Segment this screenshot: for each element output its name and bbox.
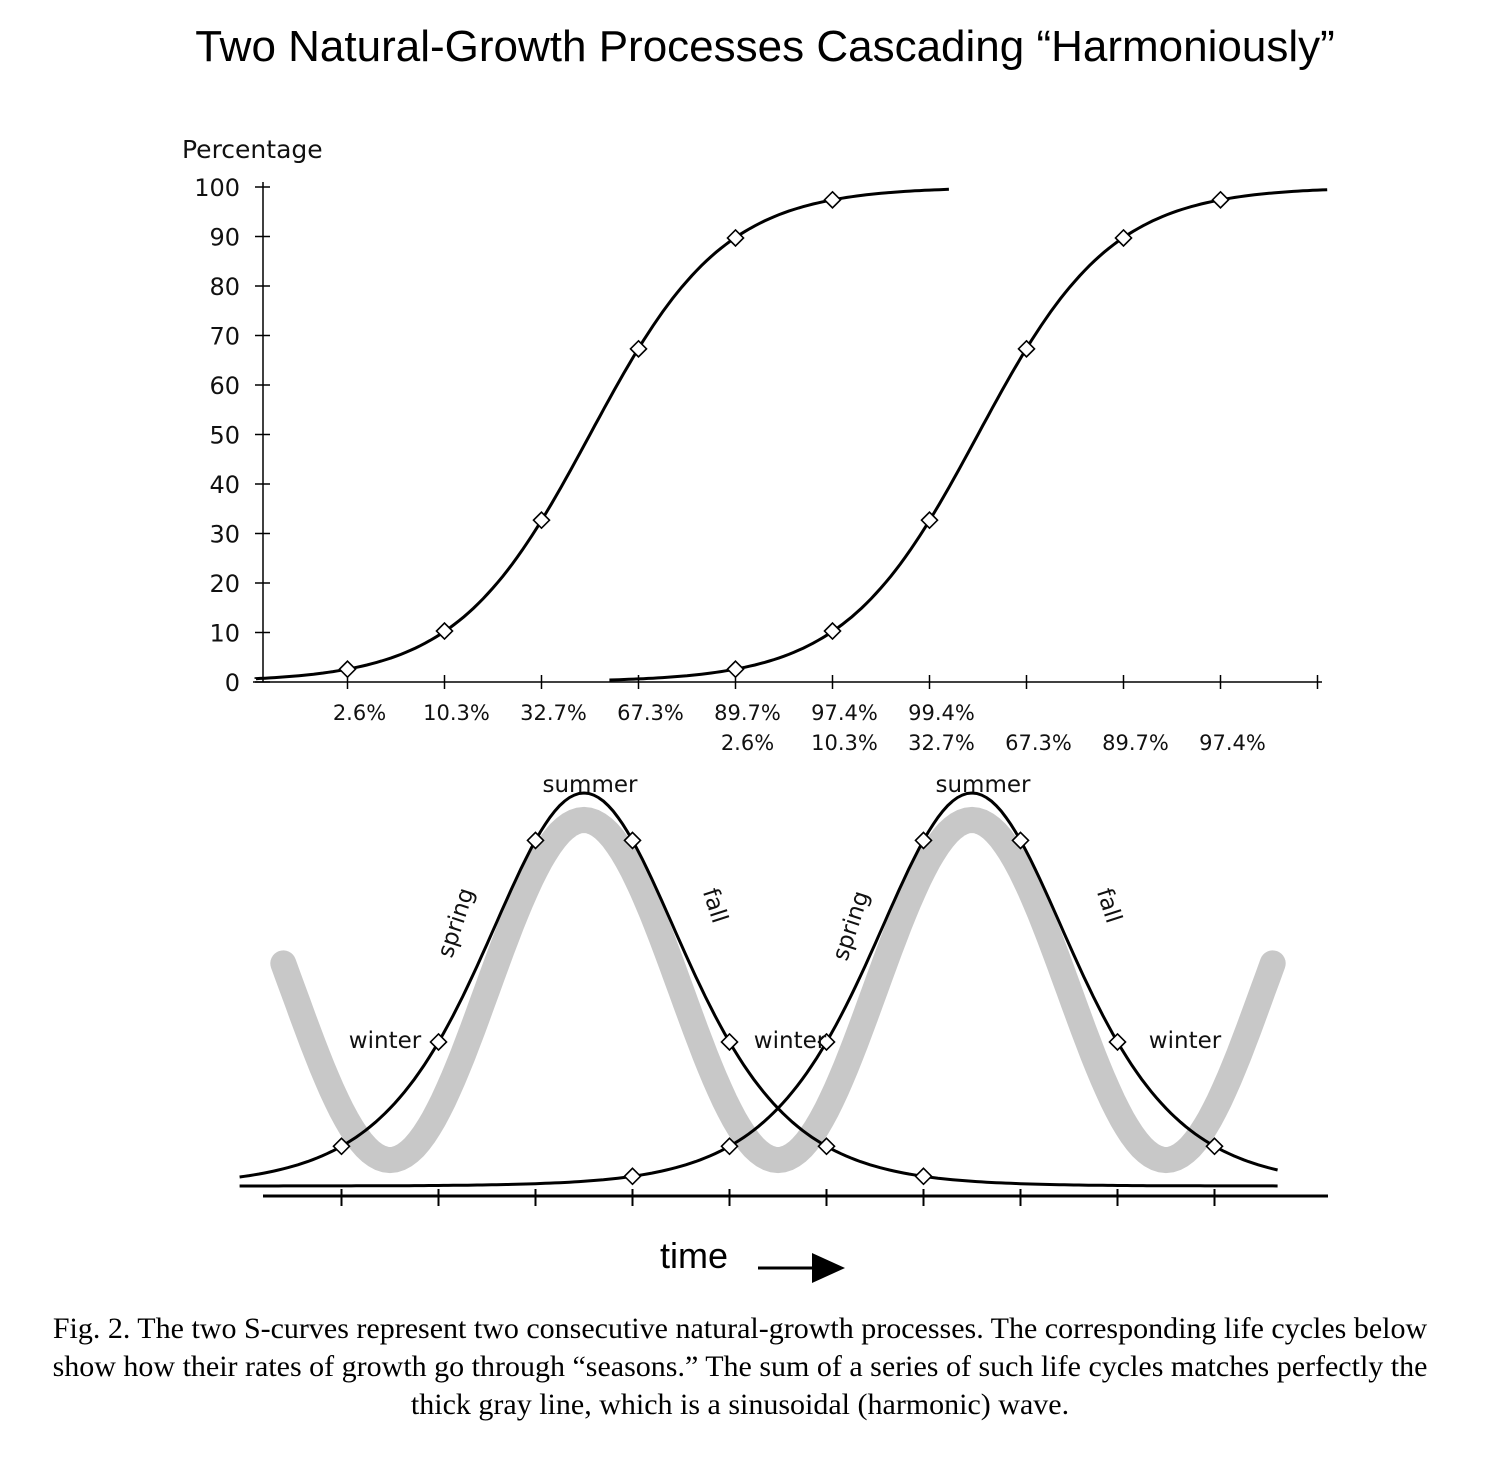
season-label-fall: fall [697,885,733,926]
y-tick-label: 80 [209,273,240,301]
life-cycle-chart: winter spring summer fall winter spring summer… [239,772,1328,1206]
growth-chart: 0 10 20 30 40 50 60 70 80 90 100 Percentage 2.6% 10.3… [182,135,1328,1283]
figure-title: Two Natural-Growth Processes Cascading “… [195,22,1335,71]
time-label: time [660,1235,728,1276]
y-tick-label: 60 [209,372,240,400]
s-curve-2-point [1017,339,1036,358]
s-curve-1 [254,187,949,681]
season-label-winter: winter [754,1028,827,1054]
s-curve-2-point [726,659,745,679]
x-tick-label-row2: 10.3% [811,731,878,755]
season-label-winter: winter [1149,1028,1222,1054]
time-arrow-head [812,1253,845,1283]
life-cycle-1-point [526,831,545,850]
x-tick-label-row1: 2.6% [333,701,386,725]
life-cycle-2-point [914,831,933,850]
y-tick-label: 40 [209,471,240,499]
x-tick-label-row2: 32.7% [908,731,975,755]
season-label-summer: summer [543,772,639,798]
sinusoid-wave [270,806,1286,1174]
life-cycle-1-point [332,1137,351,1156]
life-cycle-2-point [720,1137,739,1156]
life-cycle-2-point [1011,831,1030,850]
s-curve-chart: 0 10 20 30 40 50 60 70 80 90 100 Percentage 2.6% 10.3… [182,135,1328,755]
season-label-fall: fall [1091,885,1127,926]
time-axis-indicator: time [660,1235,845,1283]
s-curve-2-point [823,621,842,641]
y-tick-label: 0 [225,669,240,697]
s-curve-1-point [532,511,551,530]
life-cycle-1-point [720,1032,739,1052]
x-tick-label-row2: 97.4% [1199,731,1266,755]
y-tick-label: 90 [209,224,240,252]
s-curve-1-point [629,339,648,358]
figure-caption: Fig. 2. The two S-curves represent two c… [52,1312,1428,1421]
season-label-winter: winter [349,1028,422,1054]
x-tick-label-row1: 97.4% [811,701,878,725]
s-curve-2-point [1114,228,1133,248]
body-text-fragment [90,1466,1490,1484]
s-curve-2 [609,188,1328,682]
life-cycle-2 [239,791,1278,1188]
x-tick-label-row1: 99.4% [908,701,975,725]
life-cycle-1-point [914,1167,933,1186]
y-tick-label: 10 [209,620,240,648]
life-cycle-1-point [817,1137,836,1156]
life-cycle-1 [239,791,1278,1188]
season-label-spring: spring [828,888,875,964]
s-curve-1-point [435,621,454,641]
season-label-summer: summer [936,772,1032,798]
life-cycle-1-point [429,1032,448,1052]
y-tick-label: 20 [209,570,240,598]
x-tick-label-row1: 89.7% [714,701,781,725]
life-cycle-2-point [1205,1137,1224,1156]
x-tick-label-row1: 10.3% [423,701,490,725]
x-tick-label-row2: 89.7% [1102,731,1169,755]
life-cycle-2-point [817,1032,836,1052]
s-curve-1-point [338,659,357,679]
x-tick-label-row2: 67.3% [1005,731,1072,755]
y-axis-title: Percentage [182,135,323,164]
x-tick-label-row1: 32.7% [520,701,587,725]
s-curve-1-point [823,190,842,210]
life-cycle-2-point [623,1167,642,1186]
y-tick-label: 30 [209,521,240,549]
y-tick-label: 100 [194,174,240,202]
s-curve-2-point [1211,190,1230,210]
life-cycle-2-point [1108,1032,1127,1052]
x-tick-label-row2: 2.6% [721,731,774,755]
y-tick-label: 70 [209,323,240,351]
season-label-spring: spring [433,885,480,961]
s-curve-1-point [726,228,745,248]
y-tick-label: 50 [209,422,240,450]
x-tick-label-row1: 67.3% [617,701,684,725]
life-cycle-1-point [623,831,642,850]
s-curve-2-point [920,511,939,530]
